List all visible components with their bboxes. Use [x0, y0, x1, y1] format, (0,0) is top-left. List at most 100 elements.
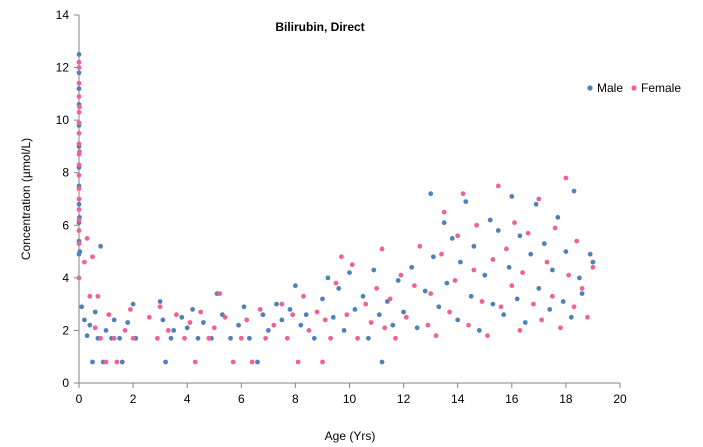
- data-point-female: [76, 172, 82, 178]
- data-point-male: [119, 359, 125, 365]
- data-point-male: [163, 359, 169, 365]
- data-point-female: [355, 335, 360, 341]
- data-point-female: [314, 309, 320, 315]
- data-point-male: [541, 241, 547, 247]
- data-point-male: [103, 328, 109, 333]
- data-point-female: [417, 243, 423, 249]
- data-point-female: [393, 335, 398, 341]
- data-point-female: [82, 259, 87, 265]
- data-point-female: [517, 328, 523, 333]
- data-point-male: [522, 320, 528, 325]
- data-point-male: [579, 291, 585, 296]
- data-point-female: [512, 220, 517, 226]
- data-point-female: [498, 304, 504, 310]
- data-point-female: [471, 267, 477, 273]
- data-point-male: [303, 312, 309, 318]
- data-point-female: [146, 314, 152, 320]
- data-point-male: [171, 328, 177, 333]
- data-point-female: [76, 94, 82, 99]
- data-point-female: [301, 293, 306, 299]
- x-ticks: 0 2 4 6 8 10 12 14 16 18 20: [76, 383, 627, 406]
- data-point-female: [222, 314, 228, 320]
- y-tick-label: 2: [62, 323, 69, 337]
- data-point-female: [495, 183, 501, 189]
- data-point-female: [585, 314, 590, 320]
- data-point-female: [187, 320, 193, 325]
- chart-title: Bilirubin, Direct: [275, 20, 364, 34]
- data-point-female: [106, 312, 112, 318]
- data-point-male: [366, 335, 371, 341]
- data-point-female: [368, 320, 374, 325]
- x-tick-label: 8: [292, 392, 299, 406]
- data-point-male: [336, 286, 342, 291]
- data-point-female: [558, 325, 563, 331]
- series-female: [76, 59, 596, 365]
- data-point-male: [79, 304, 85, 310]
- data-point-female: [122, 328, 128, 333]
- y-tick-label: 0: [62, 376, 69, 390]
- data-point-male: [274, 301, 279, 307]
- data-point-male: [428, 191, 434, 197]
- data-point-male: [471, 243, 477, 249]
- data-point-female: [76, 120, 82, 126]
- data-point-male: [371, 267, 377, 273]
- data-point-male: [550, 267, 555, 273]
- data-point-male: [528, 251, 534, 257]
- data-point-female: [382, 325, 388, 331]
- data-point-female: [76, 196, 82, 202]
- data-point-male: [320, 296, 325, 302]
- data-point-male: [92, 309, 98, 315]
- data-point-female: [271, 322, 277, 328]
- data-point-male: [590, 259, 596, 265]
- data-point-male: [431, 254, 436, 260]
- data-point-female: [165, 328, 171, 333]
- data-point-female: [77, 104, 82, 110]
- data-point-female: [249, 359, 255, 365]
- data-point-female: [114, 359, 120, 365]
- x-tick-label: 4: [184, 392, 191, 406]
- data-point-male: [547, 307, 553, 312]
- y-tick-label: 6: [62, 218, 69, 232]
- data-point-female: [571, 304, 577, 310]
- data-point-female: [76, 241, 82, 247]
- data-point-female: [76, 59, 82, 65]
- data-point-male: [490, 301, 496, 307]
- data-point-female: [504, 246, 509, 252]
- data-point-female: [479, 299, 485, 304]
- data-point-female: [182, 335, 187, 341]
- data-point-male: [422, 288, 428, 294]
- data-point-female: [211, 325, 217, 331]
- data-point-female: [198, 309, 204, 315]
- data-point-female: [322, 317, 328, 323]
- data-point-female: [490, 257, 496, 262]
- data-point-male: [76, 201, 82, 207]
- data-point-male: [325, 275, 331, 281]
- data-point-female: [127, 307, 133, 312]
- data-point-male: [463, 199, 469, 205]
- data-point-male: [506, 264, 512, 270]
- data-point-male: [160, 317, 166, 323]
- data-point-male: [195, 335, 201, 341]
- y-tick-label: 4: [62, 271, 69, 285]
- data-point-female: [460, 191, 466, 197]
- data-point-female: [485, 333, 490, 339]
- data-point-female: [339, 254, 344, 260]
- data-point-female: [387, 296, 393, 302]
- x-tick-label: 12: [397, 392, 411, 406]
- data-point-female: [95, 293, 101, 299]
- data-point-female: [217, 291, 223, 296]
- data-point-male: [98, 243, 103, 249]
- data-point-female: [76, 207, 82, 212]
- data-point-male: [241, 304, 247, 310]
- data-point-male: [514, 296, 520, 302]
- axes: 0 2 4 6 8 10 12 14 16 18 20 0 2 4 6 8 10 12 14: [56, 8, 627, 406]
- data-point-male: [330, 314, 336, 320]
- data-point-male: [401, 309, 406, 315]
- data-point-female: [284, 335, 290, 341]
- data-point-female: [238, 335, 244, 341]
- data-point-female: [590, 264, 596, 270]
- data-point-female: [403, 314, 409, 320]
- data-point-female: [439, 251, 444, 257]
- data-point-male: [201, 320, 206, 325]
